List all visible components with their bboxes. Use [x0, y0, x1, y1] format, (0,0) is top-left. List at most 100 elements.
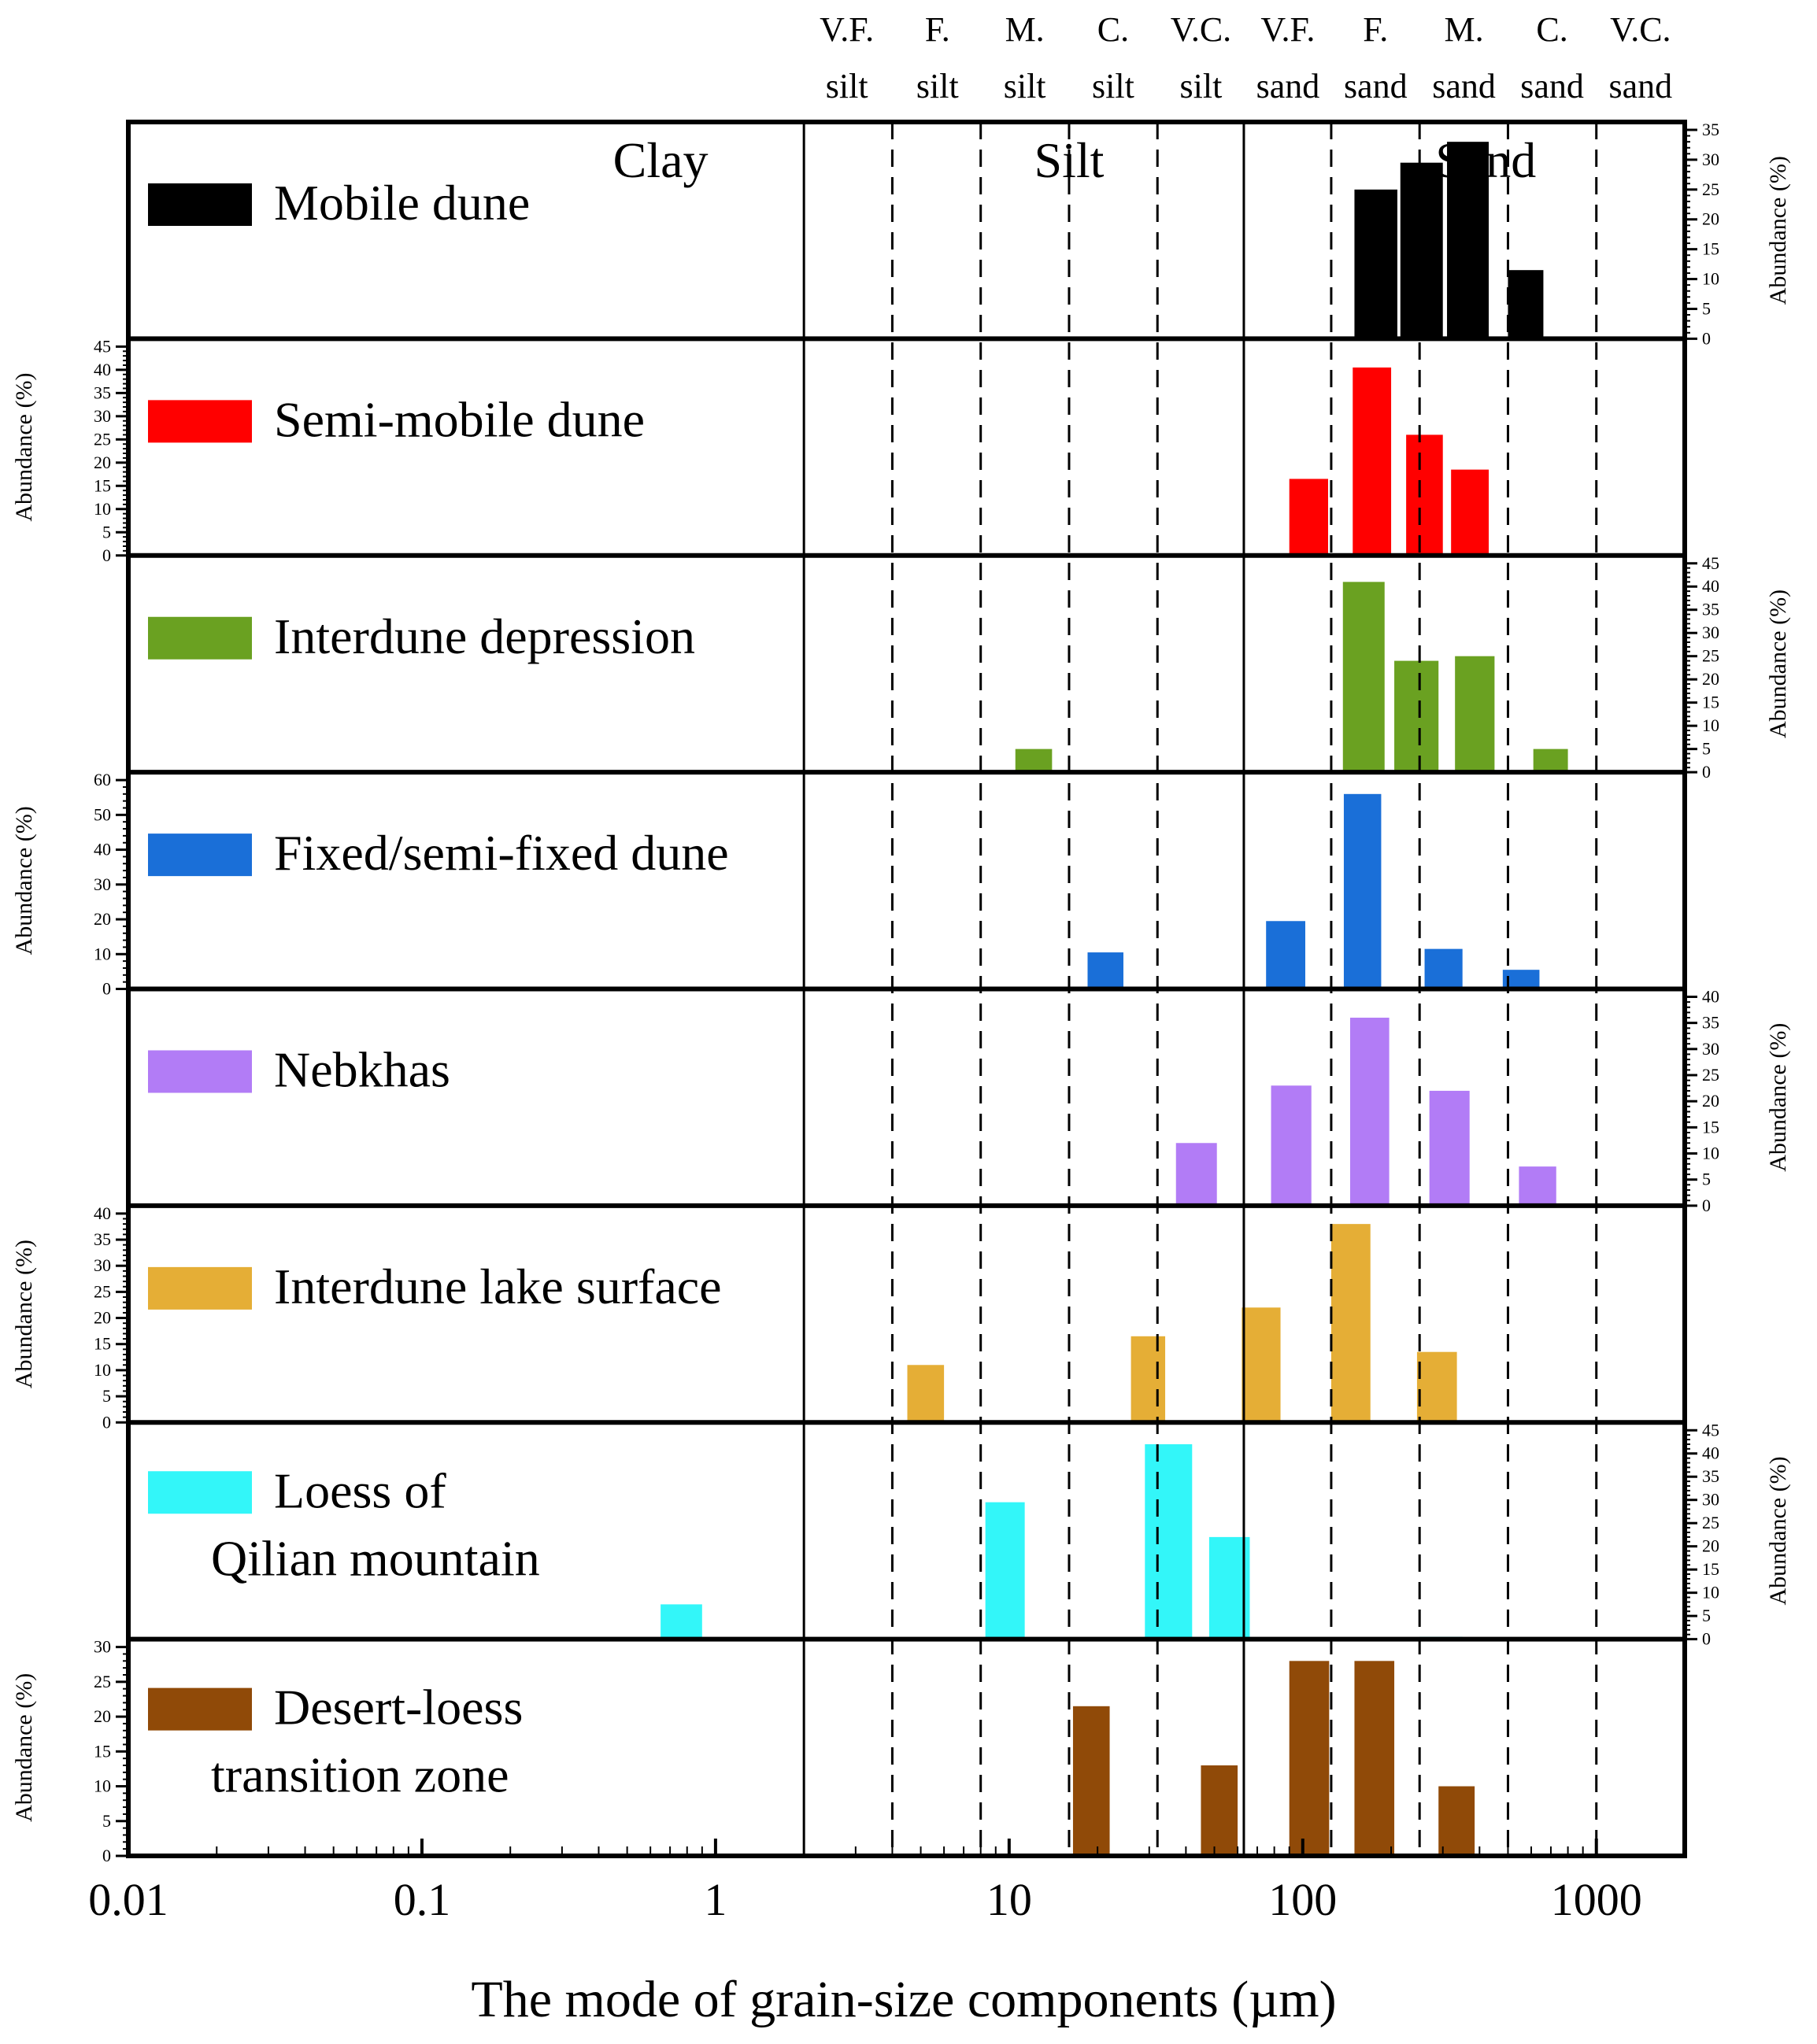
y-tick-label: 10 — [94, 1776, 111, 1796]
y-tick-label: 0 — [1702, 1629, 1711, 1649]
class-label: C. — [1536, 10, 1567, 49]
class-label: C. — [1097, 10, 1129, 49]
y-tick-label: 45 — [1702, 1420, 1719, 1440]
x-axis-title: The mode of grain-size components (µm) — [471, 1971, 1336, 2028]
bar-6-3 — [1242, 1307, 1281, 1423]
class-label: F. — [925, 10, 950, 49]
class-label: silt — [826, 67, 868, 105]
y-axis-title: Abundance (%) — [11, 806, 37, 955]
y-tick-label: 15 — [94, 1741, 111, 1761]
bar-5-3 — [1349, 1018, 1390, 1206]
class-label: sand — [1520, 67, 1584, 105]
y-tick-label: 25 — [1702, 1513, 1719, 1532]
y-tick-label: 40 — [1702, 576, 1719, 596]
y-tick-label: 10 — [1702, 715, 1719, 735]
y-tick-label: 15 — [1702, 1117, 1719, 1137]
y-tick-label: 30 — [1702, 623, 1719, 642]
y-tick-label: 20 — [94, 1308, 111, 1328]
x-tick-label: 100 — [1268, 1874, 1337, 1925]
class-label: V.C. — [1610, 10, 1671, 49]
bar-7-1 — [661, 1604, 702, 1639]
panel-label: Desert-loess — [274, 1680, 523, 1735]
panel-label: Interdune lake surface — [274, 1259, 722, 1314]
y-tick-label: 35 — [94, 1229, 111, 1249]
y-tick-label: 20 — [1702, 1091, 1719, 1111]
y-tick-label: 0 — [102, 1846, 111, 1865]
class-label: F. — [1363, 10, 1388, 49]
x-tick-label: 0.01 — [88, 1874, 168, 1925]
bar-6-4 — [1330, 1224, 1371, 1423]
y-tick-label: 25 — [94, 1281, 111, 1301]
y-tick-label: 20 — [1702, 209, 1719, 229]
x-tick-label: 1 — [704, 1874, 727, 1925]
y-tick-label: 0 — [102, 545, 111, 565]
bar-4-4 — [1424, 948, 1463, 989]
y-axis-title: Abundance (%) — [1765, 1456, 1791, 1605]
y-tick-label: 40 — [1702, 987, 1719, 1007]
bar-4-1 — [1087, 952, 1123, 989]
class-label: V.F. — [1260, 10, 1315, 49]
y-tick-label: 30 — [94, 1255, 111, 1275]
y-tick-label: 30 — [94, 406, 111, 426]
legend-swatch — [148, 616, 252, 660]
class-label: silt — [916, 67, 959, 105]
class-label: V.C. — [1171, 10, 1231, 49]
y-tick-label: 10 — [94, 1360, 111, 1380]
y-tick-label: 30 — [1702, 150, 1719, 169]
legend-swatch — [148, 183, 252, 226]
bar-3-2 — [1342, 582, 1385, 773]
y-tick-label: 5 — [1702, 739, 1711, 759]
y-tick-label: 0 — [1702, 762, 1711, 782]
bar-5-4 — [1429, 1090, 1470, 1206]
y-axis-title: Abundance (%) — [11, 373, 37, 522]
class-label: M. — [1005, 10, 1045, 49]
y-tick-label: 5 — [1702, 298, 1711, 318]
panel-label: Loess of — [274, 1462, 446, 1518]
panel-label: Nebkhas — [274, 1042, 450, 1098]
class-label: sand — [1344, 67, 1408, 105]
bar-7-2 — [985, 1502, 1025, 1639]
x-tick-label: 1000 — [1551, 1874, 1642, 1925]
class-label: sand — [1256, 67, 1320, 105]
y-tick-label: 20 — [1702, 1536, 1719, 1556]
y-tick-label: 25 — [94, 429, 111, 449]
legend-swatch — [148, 1266, 252, 1310]
y-tick-label: 30 — [94, 874, 111, 894]
y-tick-label: 40 — [94, 360, 111, 379]
y-tick-label: 35 — [1702, 600, 1719, 619]
y-tick-label: 15 — [1702, 239, 1719, 259]
y-tick-label: 0 — [102, 979, 111, 999]
panel-label: Qilian mountain — [211, 1530, 540, 1586]
y-tick-label: 40 — [94, 1203, 111, 1223]
y-tick-label: 10 — [1702, 269, 1719, 289]
y-tick-label: 20 — [1702, 669, 1719, 689]
y-tick-label: 25 — [1702, 646, 1719, 666]
y-tick-label: 25 — [1702, 179, 1719, 199]
bar-3-3 — [1394, 660, 1439, 773]
class-label: silt — [1004, 67, 1046, 105]
panel-label: transition zone — [211, 1747, 509, 1803]
bar-1-1 — [1354, 189, 1397, 339]
bar-4-2 — [1266, 921, 1305, 989]
legend-swatch — [148, 1687, 252, 1731]
bar-8-2 — [1201, 1765, 1238, 1856]
y-tick-label: 20 — [94, 909, 111, 929]
bar-1-3 — [1447, 142, 1489, 339]
y-tick-label: 5 — [102, 522, 111, 541]
y-axis-title: Abundance (%) — [1765, 590, 1791, 738]
y-tick-label: 40 — [94, 840, 111, 859]
bar-6-2 — [1131, 1336, 1166, 1423]
y-tick-label: 5 — [102, 1811, 111, 1831]
class-label: M. — [1444, 10, 1483, 49]
bar-8-4 — [1354, 1661, 1395, 1856]
bar-1-4 — [1508, 270, 1544, 339]
y-tick-label: 35 — [94, 383, 111, 402]
class-label: silt — [1180, 67, 1223, 105]
y-tick-label: 5 — [1702, 1606, 1711, 1625]
y-tick-label: 45 — [94, 336, 111, 356]
y-tick-label: 10 — [1702, 1144, 1719, 1163]
x-tick-label: 0.1 — [394, 1874, 451, 1925]
bar-3-5 — [1533, 748, 1568, 773]
bar-3-4 — [1455, 656, 1495, 773]
